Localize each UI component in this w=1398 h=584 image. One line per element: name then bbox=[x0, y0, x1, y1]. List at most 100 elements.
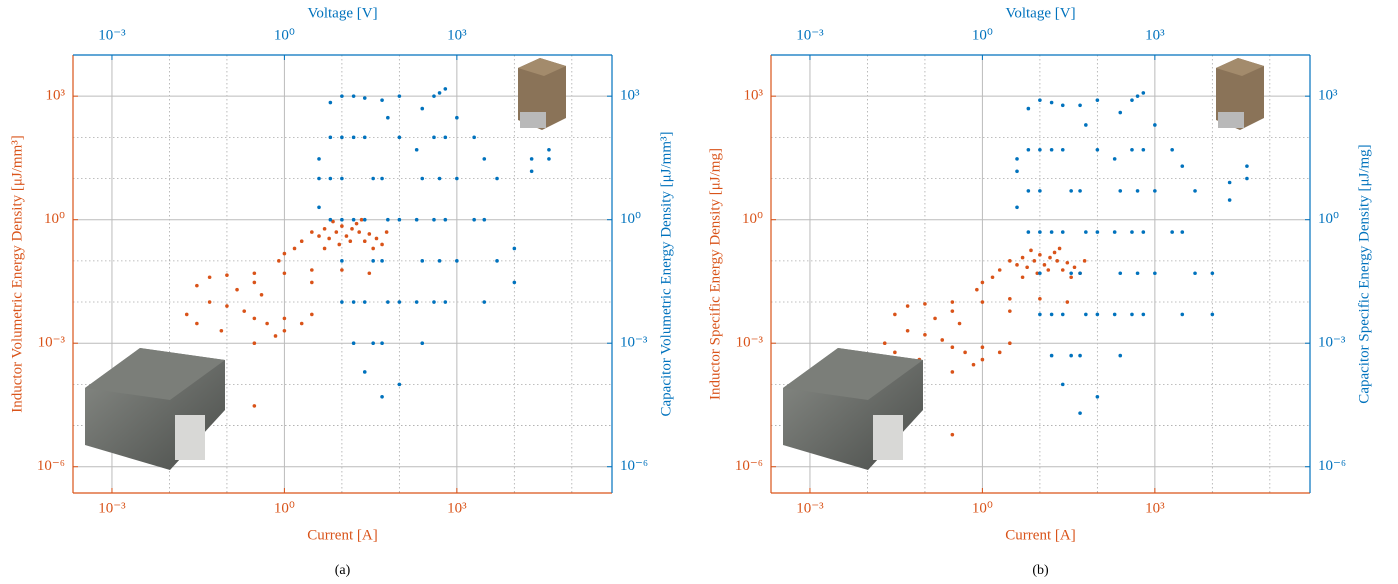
point bbox=[1038, 253, 1042, 257]
point bbox=[337, 243, 341, 247]
point bbox=[1061, 104, 1065, 108]
point bbox=[1069, 189, 1073, 193]
point bbox=[340, 177, 344, 181]
capacitor-terminal bbox=[1218, 112, 1244, 128]
point bbox=[951, 300, 955, 304]
y2-axis-label: Capacitor Volumetric Energy Density [μJ/… bbox=[658, 132, 674, 417]
point bbox=[1113, 230, 1117, 234]
point bbox=[1118, 354, 1122, 358]
point bbox=[455, 116, 459, 120]
point bbox=[195, 284, 199, 288]
point bbox=[1069, 271, 1073, 275]
point bbox=[893, 313, 897, 317]
point bbox=[1153, 123, 1157, 127]
point bbox=[371, 177, 375, 181]
point bbox=[1015, 205, 1019, 209]
x-axis-label: Current [A] bbox=[1005, 527, 1075, 543]
point bbox=[398, 136, 402, 140]
point bbox=[380, 259, 384, 263]
point bbox=[420, 177, 424, 181]
point bbox=[906, 329, 910, 333]
point bbox=[310, 313, 314, 317]
point bbox=[1058, 247, 1062, 251]
point bbox=[482, 300, 486, 304]
point bbox=[951, 433, 955, 437]
tick-label: 10³ bbox=[46, 88, 66, 104]
point bbox=[1050, 101, 1054, 105]
point bbox=[323, 227, 327, 231]
tick-label: 10⁻³ bbox=[620, 335, 648, 351]
point bbox=[345, 234, 349, 238]
x-axis-label: Current [A] bbox=[307, 527, 377, 543]
point bbox=[1084, 123, 1088, 127]
point bbox=[1055, 259, 1059, 263]
point bbox=[1142, 230, 1146, 234]
point bbox=[293, 247, 297, 251]
point bbox=[963, 351, 967, 355]
point bbox=[350, 227, 354, 231]
point bbox=[283, 271, 287, 275]
point bbox=[363, 370, 367, 374]
point bbox=[348, 239, 352, 243]
caption: (a) bbox=[335, 563, 351, 578]
point bbox=[940, 338, 944, 342]
point bbox=[225, 273, 229, 277]
point bbox=[386, 116, 390, 120]
point bbox=[368, 271, 372, 275]
point bbox=[958, 322, 962, 326]
point bbox=[323, 247, 327, 251]
x2-axis-label: Voltage [V] bbox=[307, 5, 377, 21]
point bbox=[253, 317, 257, 321]
point bbox=[513, 281, 517, 285]
point bbox=[482, 157, 486, 161]
point bbox=[1083, 259, 1087, 263]
point bbox=[1048, 256, 1052, 260]
point bbox=[300, 239, 304, 243]
series bbox=[1015, 91, 1249, 415]
photos bbox=[85, 58, 566, 470]
point bbox=[432, 218, 436, 222]
point bbox=[329, 136, 333, 140]
point bbox=[1180, 230, 1184, 234]
point bbox=[283, 317, 287, 321]
point bbox=[1050, 230, 1054, 234]
point bbox=[1228, 198, 1232, 202]
point bbox=[923, 333, 927, 337]
point bbox=[1027, 189, 1031, 193]
point bbox=[1130, 313, 1134, 317]
point bbox=[1021, 256, 1025, 260]
point bbox=[340, 300, 344, 304]
tick-label: 10³ bbox=[1318, 88, 1338, 104]
tick-label: 10⁻³ bbox=[736, 335, 764, 351]
point bbox=[933, 317, 937, 321]
point bbox=[893, 351, 897, 355]
tick-label: 10⁻³ bbox=[98, 500, 126, 516]
point bbox=[363, 300, 367, 304]
tick-label: 10⁻³ bbox=[98, 27, 126, 43]
point bbox=[444, 218, 448, 222]
point bbox=[981, 358, 985, 362]
point bbox=[398, 218, 402, 222]
point bbox=[352, 94, 356, 98]
point bbox=[1084, 313, 1088, 317]
tick-label: 10⁰ bbox=[1318, 211, 1339, 227]
tick-label: 10⁰ bbox=[972, 27, 993, 43]
point bbox=[357, 230, 361, 234]
point bbox=[1136, 189, 1140, 193]
point bbox=[352, 136, 356, 140]
point bbox=[991, 275, 995, 279]
tick-label: 10³ bbox=[1145, 500, 1165, 516]
point bbox=[1021, 275, 1025, 279]
point bbox=[283, 252, 287, 256]
point bbox=[360, 218, 364, 222]
point bbox=[242, 309, 246, 313]
y-axis-label: Inductor Specific Energy Density [μJ/mg] bbox=[707, 148, 723, 400]
point bbox=[455, 177, 459, 181]
y-axis-label: Inductor Volumetric Energy Density [μJ/m… bbox=[9, 135, 25, 413]
point bbox=[951, 309, 955, 313]
tick-label: 10⁻⁶ bbox=[37, 458, 65, 474]
point bbox=[444, 87, 448, 91]
tick-label: 10³ bbox=[620, 88, 640, 104]
